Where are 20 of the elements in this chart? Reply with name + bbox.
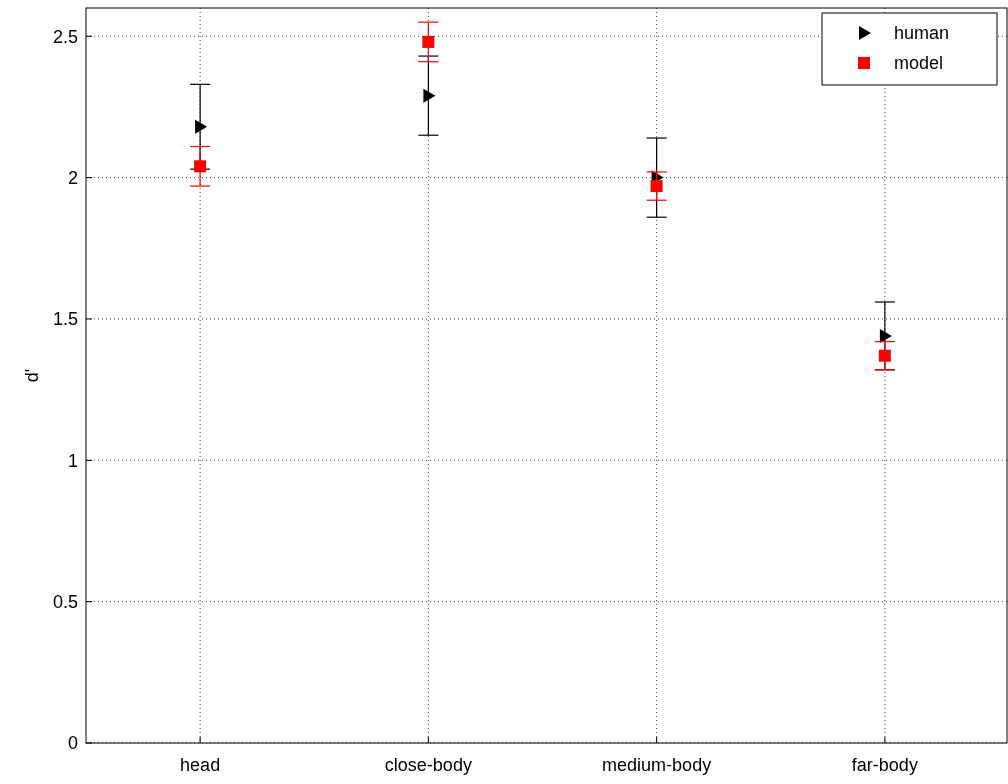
x-tick-label: medium-body (602, 755, 712, 775)
legend-label: human (894, 23, 950, 44)
y-tick-label: 2 (67, 167, 78, 188)
y-tick-label: 0 (67, 733, 78, 754)
x-tick-label: close-body (384, 755, 472, 775)
point (879, 328, 892, 343)
y-tick-label: 0.5 (52, 591, 78, 612)
y-tick-label: 1.5 (52, 309, 78, 330)
y-tick-label: 1 (67, 450, 78, 471)
y-axis-title: d' (22, 368, 42, 383)
point (422, 35, 435, 48)
point (194, 160, 207, 173)
x-tick-label: head (180, 755, 221, 775)
x-tick-label: far-body (851, 755, 918, 775)
y-tick-label: 2.5 (52, 26, 78, 47)
point (878, 349, 891, 362)
point (650, 180, 663, 193)
point (423, 88, 436, 103)
point (195, 119, 208, 134)
legend-label: model (894, 53, 944, 74)
